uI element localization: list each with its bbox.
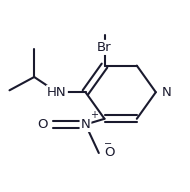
Text: N: N xyxy=(81,118,90,131)
Text: Br: Br xyxy=(97,41,112,54)
Text: −: − xyxy=(104,139,112,149)
Text: O: O xyxy=(105,146,115,160)
Text: N: N xyxy=(162,86,171,99)
Text: +: + xyxy=(90,110,98,120)
Text: HN: HN xyxy=(47,86,67,99)
Text: O: O xyxy=(37,118,48,131)
